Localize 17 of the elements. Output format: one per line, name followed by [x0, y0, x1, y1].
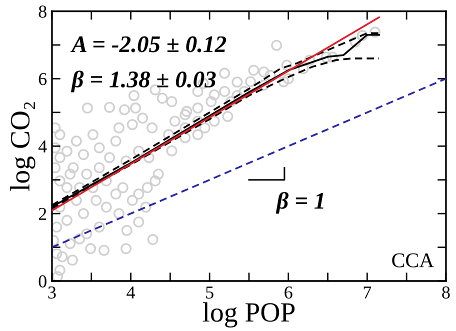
x-tick-label: 7 [364, 286, 372, 298]
x-tick-label: 3 [48, 286, 56, 299]
x-axis-title: log POP [202, 302, 295, 328]
annotation: A = -2.05 ± 0.12 [70, 36, 226, 52]
x-tick-label: 8 [442, 286, 450, 299]
y-tick-label: 2 [38, 208, 46, 220]
y-tick-label: 6 [38, 73, 47, 86]
x-tick-label: 5 [206, 286, 214, 299]
y-axis-title: log CO₂ [10, 102, 36, 191]
y-tick-label: 8 [38, 6, 46, 18]
y-tick-label: 0 [38, 275, 46, 288]
annotation: β = 1.38 ± 0.03 [70, 70, 216, 92]
y-tick-label: 4 [38, 140, 47, 152]
annotation: β = 1 [276, 192, 324, 214]
x-tick-label: 6 [284, 286, 292, 299]
annotation: CCA [392, 253, 434, 268]
x-tick-label: 4 [126, 286, 136, 298]
